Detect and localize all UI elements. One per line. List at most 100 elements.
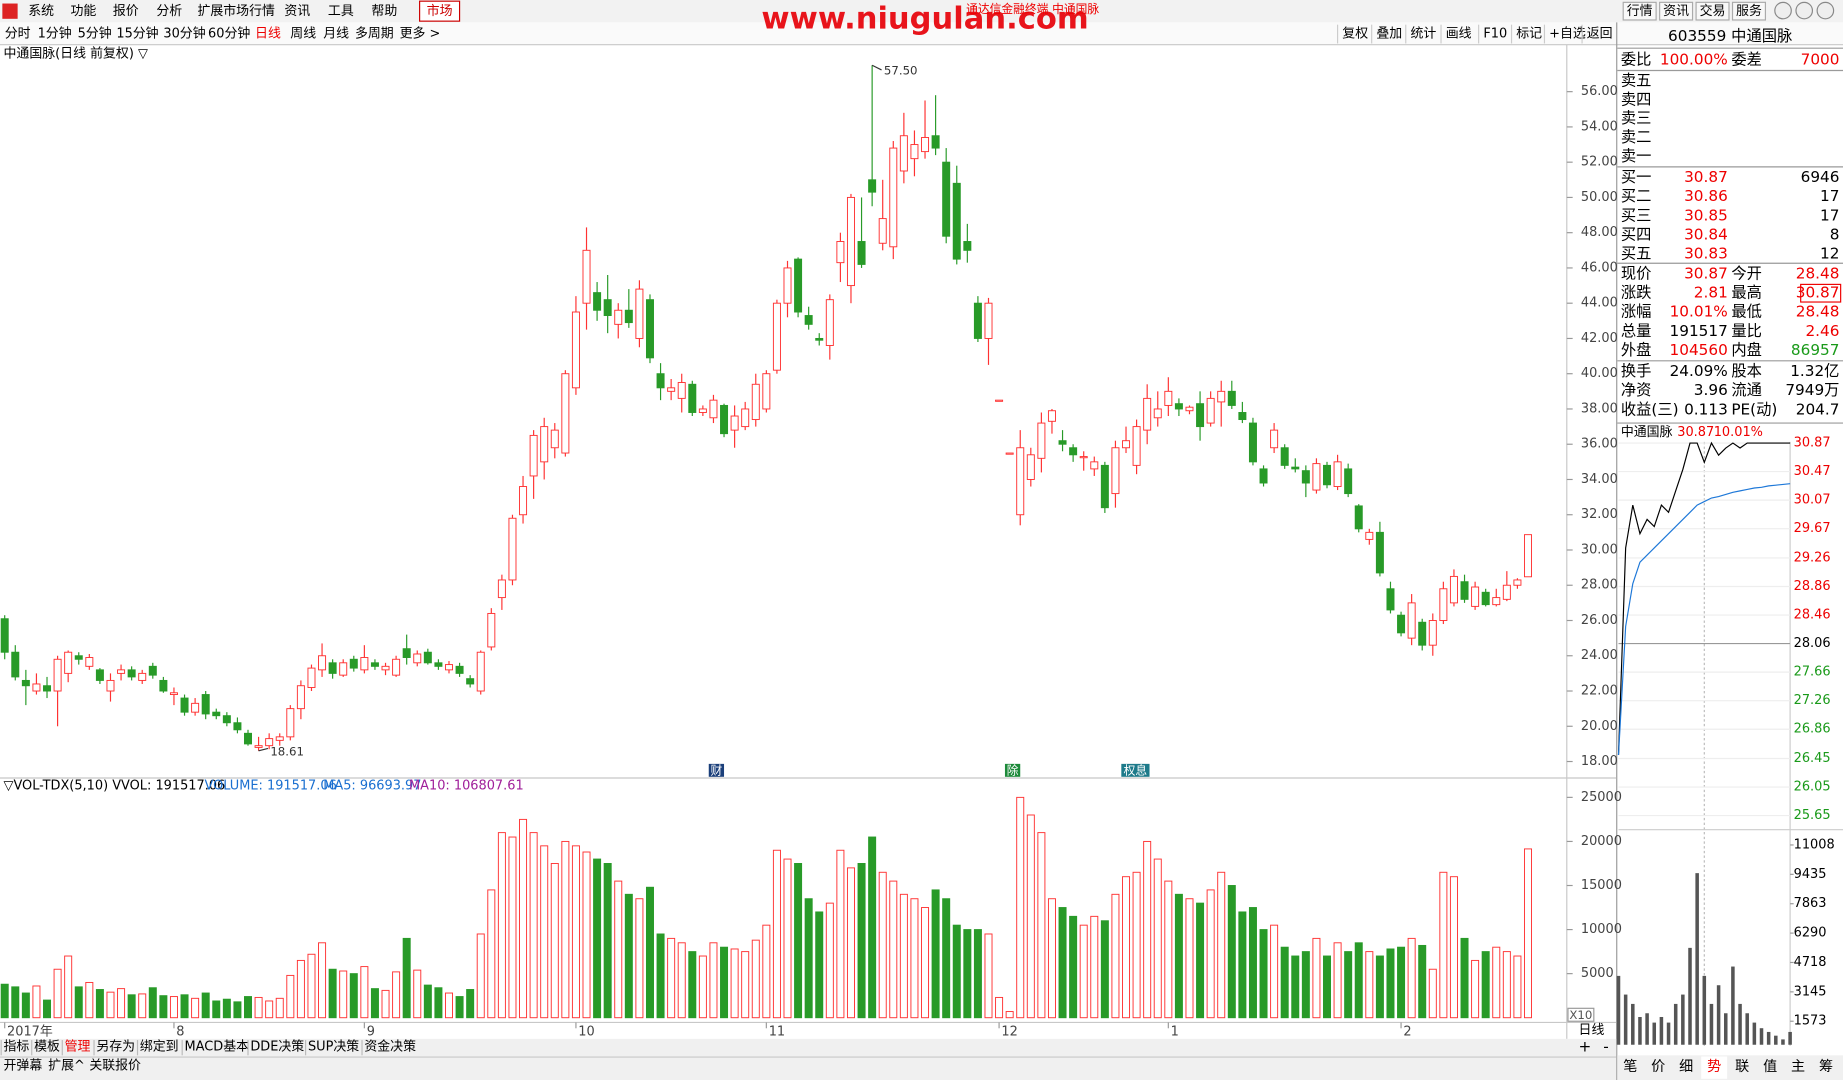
menu-item[interactable]: 系统 [28,4,54,19]
event-flag-label[interactable]: 除 [1007,763,1019,777]
bottom-tab[interactable]: 绑定到 [140,1040,179,1055]
bottom-tab[interactable]: 开弹幕 [4,1058,43,1073]
volume-bar [212,1000,221,1019]
period-tab[interactable]: 分时 [5,27,31,42]
bottom-tab[interactable]: SUP决策 [308,1039,359,1055]
volume-bar [889,880,898,1019]
period-tab[interactable]: 周线 [290,27,316,42]
event-flag-label[interactable]: 财 [711,763,723,777]
period-tab[interactable]: 5分钟 [78,26,112,42]
volume-bar [11,986,20,1019]
bottom-tab[interactable]: 指标 [4,1040,30,1055]
menu-item[interactable]: 市场 [427,3,453,19]
period-tab[interactable]: 日线 [255,27,281,42]
side-tab[interactable]: 筹 [1819,1058,1833,1075]
volume-bar [1407,937,1416,1019]
tool-button[interactable]: F10 [1483,27,1507,42]
menu-item[interactable]: 功能 [71,4,97,19]
zoom-button[interactable]: + [1579,1038,1592,1056]
volume-bar [360,966,369,1019]
window-control[interactable] [1795,1,1814,20]
period-tab[interactable]: 15分钟 [116,26,158,42]
top-button-label[interactable]: 服务 [1736,3,1762,19]
period-tab[interactable]: 多周期 [355,27,394,42]
period-tab[interactable]: 1分钟 [38,26,72,42]
menu-item[interactable]: 资讯 [284,4,310,19]
bottom-tab[interactable]: 资金决策 [364,1039,416,1055]
tool-button[interactable]: 返回 [1587,27,1613,42]
candle-body [286,708,295,738]
side-tab[interactable]: 主 [1791,1059,1805,1075]
window-control[interactable] [1774,1,1792,20]
tool-button[interactable]: 标记 [1516,27,1542,42]
period-tab[interactable]: 更多 > [400,27,441,42]
period-tab[interactable]: 60分钟 [208,26,250,42]
event-flag-label[interactable]: 权息 [1124,763,1148,777]
quote-text: 7949万 [1785,381,1839,399]
candle-body [201,694,210,715]
event-flag[interactable] [708,763,725,777]
event-flag[interactable] [1121,763,1150,777]
y-tick-label: 34.00 [1581,472,1618,487]
volume-bar [1513,955,1522,1019]
bottom-tab[interactable]: MACD基本 [185,1040,250,1055]
period-tab[interactable]: 30分钟 [163,26,205,42]
tool-button[interactable]: 叠加 [1376,27,1402,42]
y-tick-label: 42.00 [1581,331,1618,346]
side-tab[interactable]: 细 [1679,1059,1693,1075]
side-tab[interactable]: 值 [1763,1059,1777,1075]
bottom-tab[interactable]: 扩展^ [48,1058,85,1073]
x-tick-label: 9 [367,1024,375,1039]
side-tab[interactable]: 笔 [1623,1059,1637,1075]
zoom-button[interactable]: - [1603,1038,1609,1056]
period-tab[interactable]: 月线 [323,27,349,42]
volume-bar [1174,893,1183,1019]
annotation-label: 57.50 [884,64,918,78]
bottom-tab[interactable]: 管理 [65,1040,91,1055]
tool-button[interactable]: +自选 [1549,27,1586,42]
bottom-tab[interactable]: 另存为 [96,1040,135,1055]
volume-bar [688,951,697,1019]
side-tab[interactable]: 势 [1707,1059,1721,1075]
tool-button[interactable]: 复权 [1342,26,1368,42]
top-button-label[interactable]: 资讯 [1663,4,1689,19]
intraday-volume [1759,1028,1764,1045]
volume-bar [191,997,200,1019]
candle-body [1206,397,1215,424]
bottom-tab[interactable]: 关联报价 [89,1058,141,1073]
top-button-label[interactable]: 交易 [1700,3,1726,19]
y-tick-label: 25000 [1581,790,1622,805]
intraday-volume [1731,966,1735,1045]
volume-bar [1471,959,1480,1019]
bottom-tab[interactable]: 模板 [34,1040,60,1055]
volume-bar [95,989,104,1019]
quote-text: 卖四 [1621,90,1652,108]
side-tab[interactable]: 联 [1735,1059,1749,1075]
menu-item[interactable]: 分析 [156,4,182,19]
menu-item[interactable]: 帮助 [371,4,397,19]
top-button-label[interactable]: 行情 [1627,4,1653,19]
y-tick-label: 30.07 [1794,493,1831,508]
candle-body [381,665,390,671]
candle-body [349,658,358,669]
volume-bar [402,937,411,1019]
side-tab[interactable]: 价 [1651,1059,1665,1075]
candle-body [804,315,813,325]
menu-item[interactable]: 扩展市场行情 [197,3,275,19]
quote-text: 总量 [1621,322,1652,340]
menu-item[interactable]: 工具 [328,4,354,19]
top-button [1695,1,1730,21]
window-control[interactable] [1816,1,1835,20]
intraday-volume [1652,1022,1657,1045]
y-tick-label: 56.00 [1581,84,1618,99]
candle-body [191,702,200,713]
quote-text: 净资 [1621,381,1652,399]
event-flag[interactable] [1004,763,1021,777]
y-tick-label: 29.26 [1794,550,1831,565]
menu-item[interactable]: 报价 [113,4,139,19]
intraday-volume [1623,994,1628,1045]
tool-button[interactable]: 画线 [1446,27,1472,42]
candle-body [1069,447,1078,456]
tool-button[interactable]: 统计 [1410,27,1436,42]
bottom-tab[interactable]: DDE决策 [250,1039,304,1055]
